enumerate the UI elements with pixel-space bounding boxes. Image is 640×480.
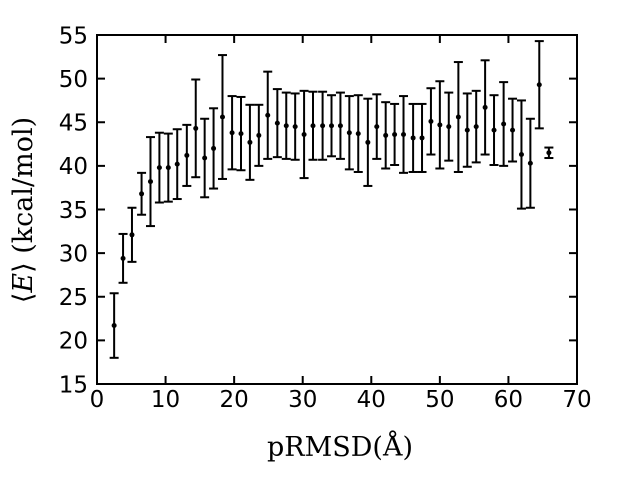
- x-tick-label: 50: [425, 387, 454, 413]
- data-point-marker: [428, 118, 434, 124]
- data-point-marker: [518, 152, 524, 158]
- data-point-marker: [355, 131, 361, 137]
- data-point-marker: [193, 125, 199, 131]
- x-tick-label: 60: [494, 387, 523, 413]
- y-tick-label: 45: [59, 111, 88, 137]
- x-tick-label: 10: [151, 387, 180, 413]
- data-point-marker: [120, 255, 126, 261]
- y-tick-label: 25: [59, 285, 88, 311]
- y-tick-label: 40: [59, 154, 88, 180]
- data-point-marker: [346, 130, 352, 136]
- data-point-marker: [401, 131, 407, 137]
- data-point-marker: [184, 152, 190, 158]
- data-point-marker: [247, 139, 253, 145]
- data-point-marker: [527, 160, 533, 166]
- data-point-marker: [265, 112, 271, 118]
- data-point-marker: [365, 139, 371, 145]
- data-point-marker: [147, 179, 153, 185]
- x-tick-label: 20: [220, 387, 249, 413]
- data-point-marker: [320, 123, 326, 129]
- y-axis-label-units: ⟩ (kcal/mol): [8, 117, 39, 273]
- data-point-marker: [310, 123, 316, 129]
- data-point-marker: [510, 127, 516, 133]
- plot-frame: [96, 34, 578, 385]
- data-point-marker: [546, 150, 552, 156]
- plot-area: 0 10 20 30 40 50 60 70 15 20 25 30 35 40 45 50 55: [59, 23, 592, 413]
- data-point-marker: [283, 123, 289, 129]
- data-point-marker: [446, 124, 452, 130]
- x-tick-label: 30: [288, 387, 317, 413]
- data-point-marker: [139, 191, 145, 197]
- data-point-marker: [464, 127, 470, 133]
- y-axis-label: ⟨E⟩ (kcal/mol): [8, 117, 39, 303]
- y-axis-label-open-bracket: ⟨: [8, 293, 39, 304]
- data-point-marker: [536, 82, 542, 88]
- data-point-marker: [337, 123, 343, 129]
- data-point-marker: [437, 122, 443, 128]
- x-tick-label: 70: [562, 387, 591, 413]
- data-point-marker: [501, 121, 507, 127]
- y-tick-label: 30: [59, 241, 88, 267]
- y-tick-label: 15: [59, 372, 88, 398]
- data-point-marker: [211, 145, 217, 151]
- data-point-marker: [156, 165, 162, 171]
- data-point-marker: [374, 124, 380, 130]
- x-tick-label: 40: [357, 387, 386, 413]
- data-point-marker: [383, 132, 389, 138]
- y-axis-label-variable: E: [8, 273, 39, 294]
- x-axis-label: pRMSD(Å): [267, 430, 413, 463]
- x-tick-label: 0: [90, 387, 105, 413]
- data-point-marker: [174, 161, 180, 167]
- data-point-marker: [473, 124, 479, 130]
- data-point-marker: [419, 135, 425, 141]
- data-point-marker: [329, 123, 335, 129]
- data-point-marker: [129, 232, 135, 238]
- data-point-marker: [238, 131, 244, 137]
- data-point-marker: [392, 131, 398, 137]
- y-tick-label: 35: [59, 198, 88, 224]
- y-tick-label: 55: [59, 23, 88, 49]
- data-point-marker: [111, 323, 117, 329]
- data-point-marker: [165, 165, 171, 171]
- data-point-marker: [202, 155, 208, 161]
- data-point-marker: [482, 104, 488, 110]
- data-point-marker: [229, 130, 235, 136]
- data-point-marker: [256, 132, 262, 138]
- data-point-marker: [491, 127, 497, 133]
- data-point-marker: [301, 131, 307, 137]
- y-tick-label: 50: [59, 67, 88, 93]
- y-tick-label: 20: [59, 329, 88, 355]
- data-point-marker: [219, 114, 225, 120]
- data-point-marker: [292, 124, 298, 130]
- data-point-marker: [274, 120, 280, 126]
- data-point-marker: [455, 114, 461, 120]
- data-point-marker: [410, 135, 416, 141]
